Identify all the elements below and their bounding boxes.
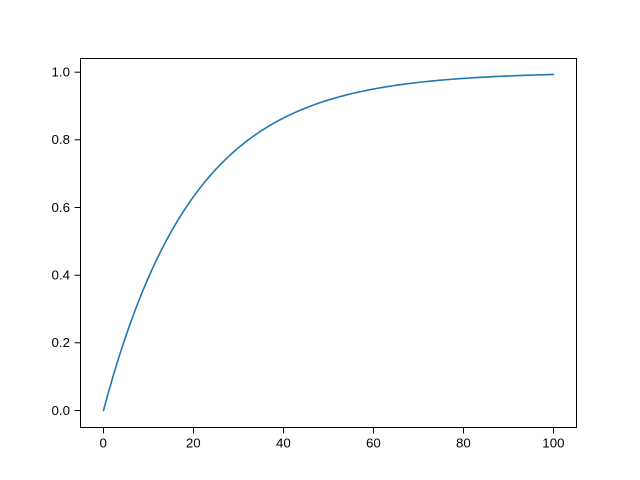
svg-text:0.0: 0.0 [52,403,71,418]
svg-text:0.4: 0.4 [52,268,71,283]
svg-text:20: 20 [186,436,201,451]
svg-text:80: 80 [456,436,471,451]
svg-text:40: 40 [276,436,291,451]
svg-text:1.0: 1.0 [52,65,71,80]
svg-text:0.2: 0.2 [52,335,71,350]
svg-text:60: 60 [366,436,381,451]
svg-text:100: 100 [542,436,564,451]
svg-text:0.8: 0.8 [52,132,71,147]
svg-text:0.6: 0.6 [52,200,71,215]
svg-text:0: 0 [99,436,106,451]
